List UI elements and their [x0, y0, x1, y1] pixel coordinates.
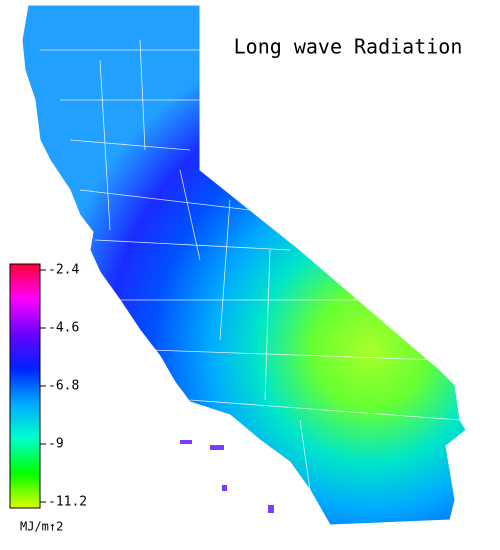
islands	[180, 440, 274, 513]
colorbar-tick-label: -6.8	[48, 379, 79, 394]
california	[21, 4, 467, 526]
colorbar-tick-label: -11.2	[48, 495, 87, 510]
colorbar-tick-label: -2.4	[48, 263, 79, 278]
colorbar-unit: MJ/m↑2	[20, 520, 63, 534]
colorbar-tick-label: -4.6	[48, 321, 79, 336]
map-title: Long wave Radiation	[234, 35, 463, 59]
colorbar-tick-label: -9	[48, 437, 64, 452]
county-lines	[40, 39, 461, 491]
colorbar	[9, 263, 41, 509]
